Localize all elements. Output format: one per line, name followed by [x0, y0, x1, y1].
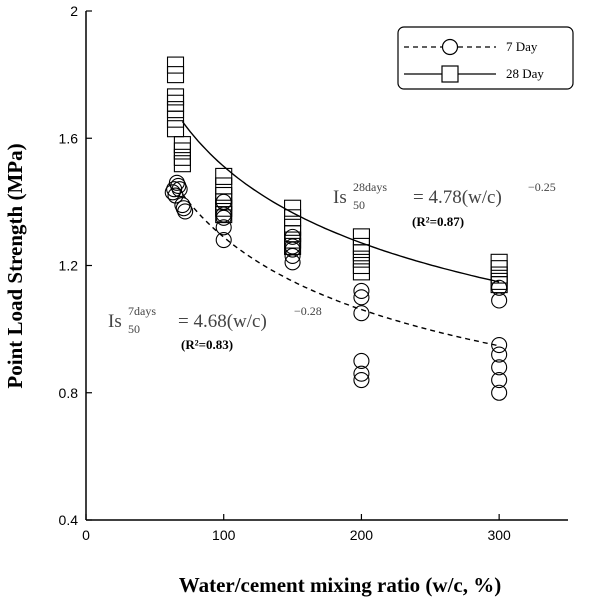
- point-7day: [177, 203, 194, 220]
- fit-line-7day: [181, 193, 500, 347]
- point-7day: [491, 371, 508, 389]
- point-7day: [491, 336, 508, 354]
- y-tick-label: 2: [70, 3, 78, 19]
- svg-text:Is: Is: [333, 187, 347, 208]
- point-7day: [491, 346, 508, 363]
- point-7day: [164, 184, 181, 201]
- point-28day: [166, 66, 185, 84]
- eq7-r-squared: (R²=0.83): [181, 337, 233, 352]
- point-28day: [166, 120, 185, 138]
- fit-lines: [181, 121, 500, 347]
- point-7day: [170, 177, 187, 195]
- x-tick-label: 200: [350, 527, 374, 543]
- point-28day: [352, 263, 370, 281]
- point-7day: [353, 352, 370, 369]
- y-tick-label: 0.8: [59, 385, 79, 401]
- point-7day: [171, 181, 188, 198]
- y-tick-label: 1.6: [59, 130, 79, 146]
- data-points: [164, 56, 508, 401]
- point-28day: [215, 206, 233, 224]
- point-28day: [284, 199, 302, 217]
- eq7-superscript: 7days: [128, 304, 156, 318]
- point-28day: [284, 231, 302, 249]
- legend-box: [397, 26, 574, 90]
- point-28day: [166, 88, 185, 106]
- svg-text:Is: Is: [108, 311, 122, 332]
- eq7-rhs: = 4.68(w/c): [178, 311, 267, 332]
- eq28-r-squared: (R²=0.87): [412, 214, 464, 229]
- point-7day: [491, 359, 508, 376]
- fit-line-28day: [181, 121, 500, 283]
- eq28-rhs: = 4.78(w/c): [413, 187, 502, 208]
- equation-28day: Is 28days 50 = 4.78(w/c) −0.25 (R²=0.87): [333, 180, 556, 229]
- eq28-superscript: 28days: [353, 180, 387, 194]
- point-7day: [353, 305, 370, 322]
- point-28day: [490, 276, 508, 294]
- x-tick-label: 300: [487, 527, 511, 543]
- eq7-subscript: 50: [128, 322, 140, 336]
- x-axis-title: Water/cement mixing ratio (w/c, %): [179, 573, 502, 597]
- y-tick-label: 1.2: [59, 258, 79, 274]
- point-28day: [166, 94, 185, 112]
- eq28-exponent: −0.25: [528, 180, 556, 194]
- point-28day: [284, 237, 302, 255]
- point-28day: [352, 250, 370, 268]
- eq7-base: Is: [108, 311, 122, 332]
- eq28-subscript: 50: [353, 198, 365, 212]
- point-28day: [352, 256, 370, 275]
- point-28day: [215, 177, 233, 195]
- point-28day: [166, 56, 185, 74]
- point-28day: [215, 186, 233, 205]
- point-28day: [166, 101, 185, 119]
- point-7day: [175, 200, 192, 217]
- x-tick-label: 0: [82, 527, 90, 543]
- equation-7day: Is 7days 50 = 4.68(w/c) −0.28 (R²=0.83): [108, 304, 322, 352]
- legend-marker-28day: [441, 65, 459, 83]
- eq7-exponent: −0.28: [294, 304, 322, 318]
- legend-label-7day: 7 Day: [506, 39, 538, 54]
- point-28day: [215, 199, 233, 217]
- point-28day: [284, 218, 302, 236]
- eq28-base: Is: [333, 187, 347, 208]
- y-tick-label: 0.4: [59, 512, 79, 528]
- point-7day: [353, 371, 370, 389]
- point-7day: [353, 365, 370, 382]
- legend-marker-7day: [441, 38, 459, 56]
- y-axis-title: Point Load Strength (MPa): [3, 143, 27, 388]
- legend-label-28day: 28 Day: [506, 66, 544, 81]
- point-7day: [215, 232, 232, 249]
- axes: 0.4 0.8 1.2 1.6 2 0 100 200 300: [59, 3, 568, 543]
- legend: 7 Day 28 Day: [397, 26, 574, 90]
- point-28day: [490, 260, 508, 278]
- point-7day: [284, 247, 301, 265]
- point-28day: [173, 155, 191, 173]
- point-7day: [215, 219, 232, 236]
- point-28day: [352, 244, 370, 262]
- point-7day: [353, 282, 370, 300]
- point-28day: [173, 142, 191, 160]
- point-28day: [173, 136, 191, 154]
- point-7day: [353, 289, 370, 306]
- point-28day: [215, 167, 233, 185]
- point-28day: [166, 110, 185, 128]
- point-7day: [491, 384, 508, 401]
- point-28day: [490, 253, 508, 271]
- x-tick-label: 100: [212, 527, 236, 543]
- point-28day: [173, 148, 191, 166]
